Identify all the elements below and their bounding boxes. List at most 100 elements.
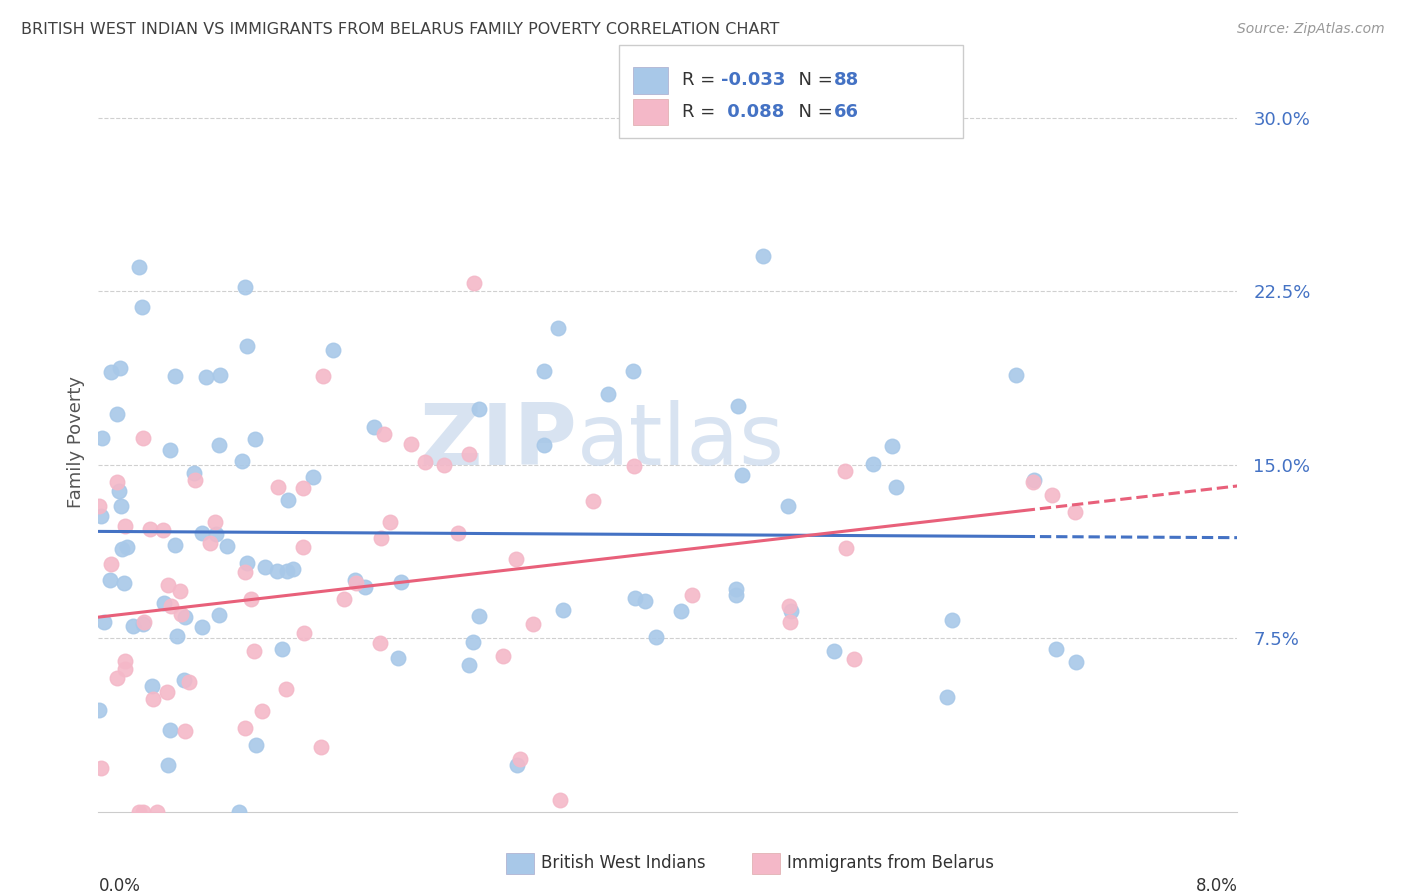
Point xyxy=(169,584,191,599)
Point xyxy=(155,685,177,699)
Point xyxy=(198,536,221,550)
Point xyxy=(132,615,155,630)
Point xyxy=(533,364,555,378)
Point xyxy=(389,574,412,589)
Point xyxy=(245,433,267,447)
Point xyxy=(89,702,111,716)
Point xyxy=(373,426,395,441)
Point xyxy=(344,573,367,587)
Point xyxy=(311,368,333,383)
Point xyxy=(194,370,217,384)
Point xyxy=(121,619,143,633)
Point xyxy=(173,610,195,624)
Point xyxy=(778,599,800,614)
Text: Immigrants from Belarus: Immigrants from Belarus xyxy=(787,855,994,872)
Point xyxy=(835,541,858,556)
Point xyxy=(880,440,903,454)
Point xyxy=(108,361,131,376)
Point xyxy=(333,592,356,607)
Point xyxy=(245,739,267,753)
Point xyxy=(623,458,645,473)
Point xyxy=(110,499,132,513)
Point xyxy=(233,280,256,294)
Point xyxy=(291,540,314,554)
Point xyxy=(281,562,304,576)
Point xyxy=(235,566,257,580)
Point xyxy=(623,591,645,605)
Point xyxy=(862,457,884,471)
Point xyxy=(114,654,136,668)
Point xyxy=(159,723,181,737)
Point xyxy=(138,522,160,536)
Point xyxy=(142,692,165,706)
Point xyxy=(522,617,544,632)
Point xyxy=(114,576,136,591)
Text: 8.0%: 8.0% xyxy=(1195,877,1237,892)
Point xyxy=(87,499,110,513)
Point xyxy=(370,531,392,545)
Point xyxy=(292,481,315,495)
Point xyxy=(344,576,367,591)
Point xyxy=(190,526,212,541)
Point xyxy=(236,557,259,571)
Text: BRITISH WEST INDIAN VS IMMIGRANTS FROM BELARUS FAMILY POVERTY CORRELATION CHART: BRITISH WEST INDIAN VS IMMIGRANTS FROM B… xyxy=(21,22,779,37)
Text: 0.088: 0.088 xyxy=(721,103,785,121)
Point xyxy=(217,540,239,554)
Point xyxy=(551,603,574,617)
Text: ZIP: ZIP xyxy=(419,400,576,483)
Point xyxy=(228,805,250,819)
Point xyxy=(157,578,180,592)
Point xyxy=(276,564,298,578)
Point xyxy=(132,805,155,819)
Text: 88: 88 xyxy=(834,71,859,89)
Point xyxy=(90,431,112,445)
Point xyxy=(834,464,856,478)
Point xyxy=(322,343,344,357)
Text: N =: N = xyxy=(787,71,839,89)
Point xyxy=(132,616,155,631)
Point xyxy=(533,437,555,451)
Point xyxy=(492,648,515,663)
Point xyxy=(174,724,197,739)
Point xyxy=(463,277,485,291)
Point xyxy=(447,526,470,541)
Y-axis label: Family Poverty: Family Poverty xyxy=(66,376,84,508)
Point xyxy=(166,629,188,643)
Point xyxy=(114,518,136,533)
Point xyxy=(941,613,963,627)
Point xyxy=(208,607,231,622)
Text: N =: N = xyxy=(787,103,839,121)
Text: R =: R = xyxy=(682,103,721,121)
Point xyxy=(204,526,226,541)
Point xyxy=(458,447,481,461)
Text: atlas: atlas xyxy=(576,400,785,483)
Text: Source: ZipAtlas.com: Source: ZipAtlas.com xyxy=(1237,22,1385,37)
Point xyxy=(93,615,115,630)
Point xyxy=(292,626,315,640)
Point xyxy=(236,339,259,353)
Point xyxy=(433,458,456,472)
Point xyxy=(309,739,332,754)
Point xyxy=(100,558,122,572)
Point xyxy=(277,493,299,508)
Text: 66: 66 xyxy=(834,103,859,121)
Point xyxy=(457,658,479,673)
Point xyxy=(105,672,128,686)
Point xyxy=(780,604,803,618)
Point xyxy=(681,588,703,602)
Point xyxy=(368,636,391,650)
Text: R =: R = xyxy=(682,71,721,89)
Point xyxy=(105,407,128,421)
Point xyxy=(131,300,153,314)
Point xyxy=(387,651,409,665)
Point xyxy=(461,635,484,649)
Point xyxy=(731,467,754,482)
Point xyxy=(266,564,288,578)
Point xyxy=(159,442,181,457)
Point xyxy=(110,542,132,557)
Point xyxy=(1045,641,1067,656)
Point xyxy=(468,609,491,624)
Point xyxy=(623,364,645,378)
Point xyxy=(271,642,294,657)
Point xyxy=(634,593,657,607)
